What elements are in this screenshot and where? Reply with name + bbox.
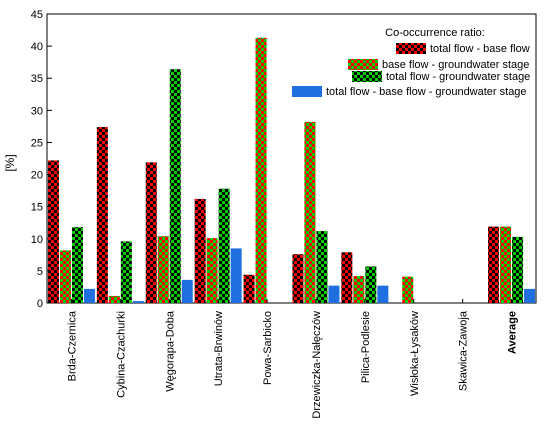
- y-tick-label: 35: [31, 73, 43, 85]
- bar: [108, 295, 120, 303]
- legend-entry: total flow - base flow - groundwater sta…: [326, 86, 527, 98]
- bar: [402, 276, 414, 303]
- bar: [181, 279, 193, 303]
- x-tick-label: Brda-Czernica: [66, 310, 78, 381]
- x-tick-label: Pilica-Podlesie: [360, 311, 372, 383]
- bar: [218, 188, 230, 303]
- legend-title: Co-occurrence ratio:: [385, 27, 485, 39]
- legend-entry: total flow - groundwater stage: [386, 71, 530, 83]
- x-tick-label: Utrata-Brwinów: [213, 311, 225, 386]
- bar: [120, 241, 132, 303]
- y-tick-label: 10: [31, 234, 43, 246]
- bar: [255, 37, 267, 304]
- bar: [304, 121, 316, 303]
- legend-entry: base flow - groundwater stage: [382, 59, 529, 71]
- bar: [230, 248, 242, 303]
- legend-swatch: [292, 86, 322, 97]
- bar: [341, 252, 353, 303]
- bar: [83, 288, 95, 303]
- x-tick-label: Wisłoka-Łysaków: [409, 311, 421, 396]
- bar: [157, 236, 169, 303]
- bar: [132, 301, 144, 303]
- x-tick-label: Skawica-Zawoja: [458, 310, 470, 391]
- legend-swatch: [348, 59, 378, 70]
- bar: [96, 127, 108, 303]
- plot-frame: [46, 13, 537, 304]
- y-tick-label: 30: [31, 105, 43, 117]
- bar: [169, 69, 181, 303]
- y-tick-label: 40: [31, 41, 43, 53]
- legend-swatch: [396, 43, 426, 54]
- y-tick-label: 15: [31, 202, 43, 214]
- x-tick-label: Powa-Sarbicko: [262, 311, 274, 385]
- y-tick-label: 45: [31, 9, 43, 21]
- bar: [365, 266, 377, 303]
- bar: [328, 285, 340, 303]
- bar: [377, 285, 389, 303]
- y-tick-label: 5: [37, 266, 43, 278]
- bar: [512, 236, 524, 303]
- bar: [206, 238, 218, 303]
- bar: [243, 274, 255, 303]
- legend-swatch: [352, 71, 382, 82]
- bar: [488, 226, 500, 303]
- bar: [71, 227, 83, 303]
- bar: [292, 254, 304, 303]
- bar: [500, 226, 512, 303]
- bar: [47, 160, 59, 303]
- bar: [194, 198, 206, 303]
- bar: [524, 288, 536, 303]
- x-tick-label: Węgorapa-Doba: [164, 310, 176, 392]
- plot-area: 0 5 10 15 20 25 30 35 40 45 Brda-Czernica Cybina-Cz…: [31, 9, 537, 419]
- x-tick-label: Drzewiczka-Nałęczów: [311, 311, 323, 419]
- x-tick-label: Cybina-Czachurki: [115, 311, 127, 398]
- y-tick-label: 25: [31, 137, 43, 149]
- bar: [145, 162, 157, 303]
- y-tick-label: 0: [37, 298, 43, 310]
- y-tick-label: 20: [31, 170, 43, 182]
- legend: Co-occurrence ratio: total flow - base f…: [292, 27, 530, 98]
- bar: [353, 276, 365, 303]
- bar: [59, 250, 71, 303]
- legend-entry: total flow - base flow: [430, 43, 530, 55]
- x-tick-label: Average: [507, 311, 519, 354]
- bar: [316, 231, 328, 303]
- y-axis-label: [%]: [3, 154, 17, 171]
